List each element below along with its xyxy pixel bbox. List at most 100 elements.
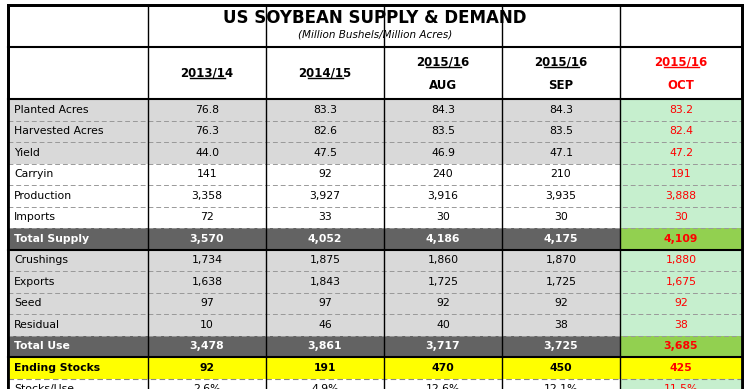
Text: 72: 72 [200,212,214,222]
Text: 12.6%: 12.6% [426,384,460,389]
Text: 425: 425 [670,363,692,373]
Text: 83.5: 83.5 [549,126,573,136]
Text: 3,478: 3,478 [190,341,224,351]
Text: 470: 470 [432,363,454,373]
Text: 30: 30 [436,212,450,222]
Text: 2.6%: 2.6% [194,384,220,389]
Text: 1,675: 1,675 [665,277,697,287]
Text: Planted Acres: Planted Acres [14,105,88,115]
Bar [8,142,742,163]
Text: 83.5: 83.5 [431,126,455,136]
Bar [620,249,742,271]
Bar [8,293,742,314]
Text: 4,186: 4,186 [426,234,460,244]
Text: 1,875: 1,875 [310,255,340,265]
Text: 3,717: 3,717 [426,341,460,351]
Text: 44.0: 44.0 [195,148,219,158]
Text: 240: 240 [433,169,453,179]
Text: 2013/14: 2013/14 [181,67,233,79]
Text: 30: 30 [554,212,568,222]
Text: 4,109: 4,109 [664,234,698,244]
Text: SEP: SEP [548,79,574,91]
Text: 1,638: 1,638 [191,277,223,287]
Bar [620,335,742,357]
Bar [8,335,742,357]
Text: 1,843: 1,843 [310,277,340,287]
Bar [8,185,742,207]
Text: 1,725: 1,725 [545,277,577,287]
Text: 4,175: 4,175 [544,234,578,244]
Text: 3,888: 3,888 [665,191,697,201]
Text: 3,927: 3,927 [310,191,340,201]
Text: 38: 38 [554,320,568,330]
Bar [620,314,742,335]
Text: 2015/16: 2015/16 [534,56,588,68]
Text: 1,860: 1,860 [427,255,458,265]
Text: 1,734: 1,734 [191,255,223,265]
Text: 210: 210 [550,169,572,179]
Text: 3,916: 3,916 [427,191,458,201]
Text: 141: 141 [196,169,217,179]
Text: 3,725: 3,725 [544,341,578,351]
Text: 1,725: 1,725 [427,277,458,287]
Text: 47.2: 47.2 [669,148,693,158]
Text: 30: 30 [674,212,688,222]
Text: 3,358: 3,358 [191,191,223,201]
Text: 1,870: 1,870 [545,255,577,265]
Bar [620,142,742,163]
Text: 2014/15: 2014/15 [298,67,352,79]
Bar [8,207,742,228]
Text: 4.9%: 4.9% [311,384,339,389]
Text: Residual: Residual [14,320,60,330]
Text: 3,861: 3,861 [308,341,342,351]
Text: 76.3: 76.3 [195,126,219,136]
Bar [8,378,742,389]
Text: 82.4: 82.4 [669,126,693,136]
Bar [8,228,742,249]
Text: Total Use: Total Use [14,341,70,351]
Bar [620,121,742,142]
Text: 76.8: 76.8 [195,105,219,115]
Text: OCT: OCT [668,79,694,91]
Text: 1,880: 1,880 [665,255,697,265]
Bar [620,163,742,185]
Text: 47.1: 47.1 [549,148,573,158]
Text: 191: 191 [314,363,336,373]
Text: 92: 92 [554,298,568,308]
Text: (Million Bushels/Million Acres): (Million Bushels/Million Acres) [298,29,452,39]
Text: 84.3: 84.3 [431,105,455,115]
Text: 4,052: 4,052 [308,234,342,244]
Text: Seed: Seed [14,298,41,308]
Text: 47.5: 47.5 [313,148,337,158]
Text: Total Supply: Total Supply [14,234,89,244]
Bar [620,207,742,228]
Text: 450: 450 [550,363,572,373]
Text: Exports: Exports [14,277,55,287]
Text: 2015/16: 2015/16 [416,56,470,68]
Text: 97: 97 [200,298,214,308]
Text: 92: 92 [436,298,450,308]
Bar [8,99,742,121]
Text: 38: 38 [674,320,688,330]
Bar [620,185,742,207]
Text: Yield: Yield [14,148,40,158]
Text: 92: 92 [318,169,332,179]
Text: 84.3: 84.3 [549,105,573,115]
Bar [620,293,742,314]
Text: 46.9: 46.9 [431,148,455,158]
Text: 2015/16: 2015/16 [654,56,708,68]
Bar [8,249,742,271]
Text: 3,685: 3,685 [664,341,698,351]
Bar [8,121,742,142]
Text: 12.1%: 12.1% [544,384,578,389]
Text: Imports: Imports [14,212,56,222]
Text: 40: 40 [436,320,450,330]
Text: 46: 46 [318,320,332,330]
Text: 3,935: 3,935 [545,191,577,201]
Bar [620,271,742,293]
Bar [8,163,742,185]
Text: Stocks/Use: Stocks/Use [14,384,74,389]
Text: 92: 92 [674,298,688,308]
Bar [620,378,742,389]
Text: 33: 33 [318,212,332,222]
